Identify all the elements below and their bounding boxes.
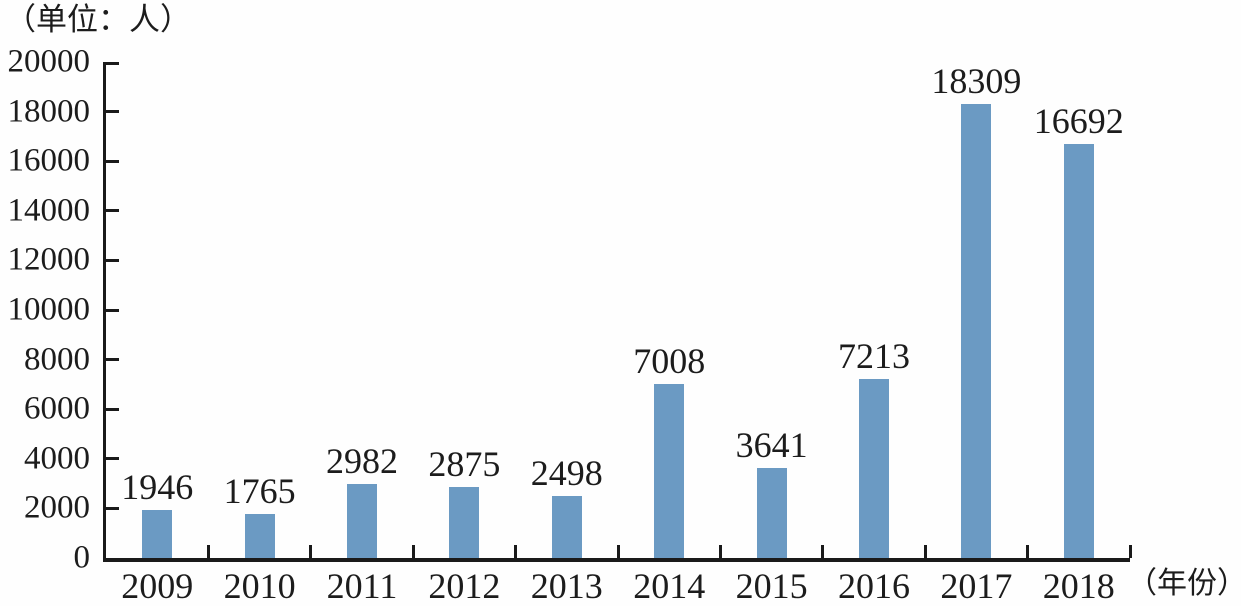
y-tick-mark bbox=[106, 506, 119, 510]
x-tick-mark bbox=[514, 545, 518, 558]
y-tick-mark bbox=[106, 457, 119, 461]
bar-value-label: 7213 bbox=[838, 336, 910, 377]
y-tick-label: 0 bbox=[73, 539, 91, 576]
plot-area: 0 2000 4000 6000 8000 10000 12000 14000 16000 180… bbox=[8, 45, 1132, 604]
bar-value-label: 3641 bbox=[735, 424, 808, 465]
bar-value-label: 16692 bbox=[1033, 101, 1124, 142]
x-tick-mark bbox=[1128, 545, 1132, 558]
bar bbox=[961, 103, 992, 558]
x-axis-unit-label: （年份） bbox=[1127, 567, 1241, 600]
bar bbox=[244, 514, 275, 558]
y-tick-label: 12000 bbox=[7, 241, 91, 278]
bar bbox=[142, 509, 173, 558]
y-tick-label: 6000 bbox=[24, 390, 90, 427]
bar bbox=[756, 467, 787, 558]
x-tick-mark bbox=[309, 545, 313, 558]
x-tick-label: 2013 bbox=[530, 566, 603, 606]
bar bbox=[551, 496, 582, 558]
x-tick-mark bbox=[821, 545, 825, 558]
x-tick-label: 2018 bbox=[1042, 566, 1115, 606]
y-tick-mark bbox=[106, 209, 119, 213]
x-tick-label: 2010 bbox=[223, 566, 296, 606]
bar bbox=[1063, 144, 1094, 558]
y-tick-label: 8000 bbox=[24, 341, 90, 378]
x-tick-label: 2009 bbox=[121, 566, 194, 606]
y-tick-label: 2000 bbox=[24, 489, 90, 526]
bar-value-label: 2498 bbox=[530, 453, 603, 494]
y-tick-mark bbox=[106, 62, 119, 65]
bar-value-label: 2982 bbox=[326, 441, 398, 482]
y-axis-unit-label: （单位：人） bbox=[5, 2, 191, 37]
x-tick-mark bbox=[616, 545, 620, 558]
x-tick-label: 2012 bbox=[428, 566, 501, 606]
y-tick-mark bbox=[106, 358, 119, 362]
x-tick-mark bbox=[1026, 545, 1030, 558]
x-tick-label: 2015 bbox=[735, 566, 808, 606]
x-tick-label: 2017 bbox=[940, 566, 1013, 606]
x-tick-mark bbox=[718, 545, 722, 558]
bar bbox=[859, 379, 889, 558]
x-tick-label: 2014 bbox=[633, 566, 706, 606]
y-tick-label: 20000 bbox=[7, 43, 91, 80]
bar bbox=[654, 384, 685, 558]
y-tick-label: 16000 bbox=[7, 142, 91, 179]
y-tick-label: 4000 bbox=[24, 440, 90, 477]
bar-value-label: 2875 bbox=[428, 443, 501, 484]
x-tick-label: 2016 bbox=[838, 566, 910, 606]
bar bbox=[449, 486, 480, 558]
x-tick-label: 2011 bbox=[326, 566, 398, 606]
bar bbox=[347, 484, 377, 558]
y-tick-mark bbox=[106, 308, 119, 312]
x-tick-mark bbox=[411, 545, 415, 558]
bar-value-label: 7008 bbox=[633, 341, 706, 382]
y-tick-label: 10000 bbox=[7, 291, 91, 328]
x-tick-mark bbox=[206, 545, 210, 558]
y-tick-mark bbox=[106, 110, 119, 114]
y-tick-mark bbox=[106, 407, 119, 411]
x-tick-mark bbox=[923, 545, 927, 558]
y-tick-label: 18000 bbox=[7, 93, 91, 130]
bar-value-label: 1765 bbox=[223, 471, 296, 512]
bar-value-label: 18309 bbox=[931, 60, 1022, 101]
y-tick-mark bbox=[106, 159, 119, 163]
y-tick-mark bbox=[106, 258, 119, 262]
bar-value-label: 1946 bbox=[121, 466, 194, 507]
y-tick-label: 14000 bbox=[7, 192, 91, 229]
